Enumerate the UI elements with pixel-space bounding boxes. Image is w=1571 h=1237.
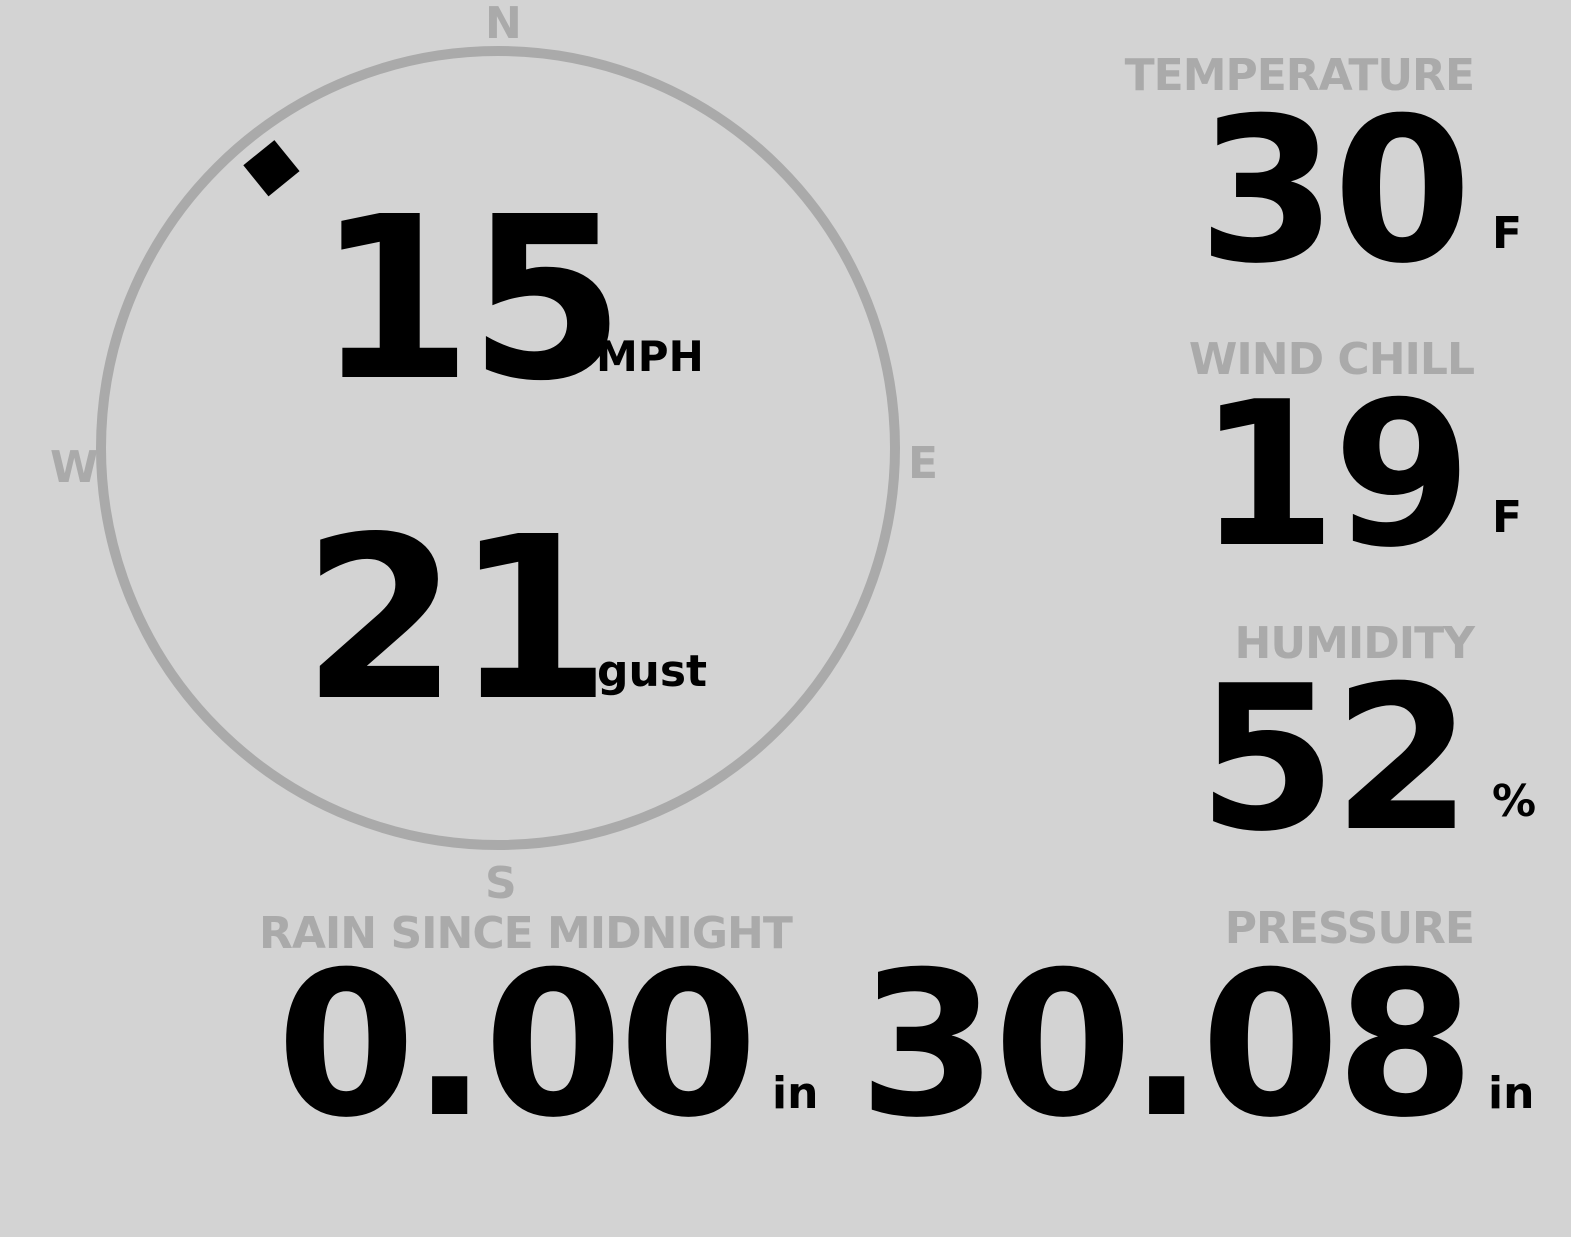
humidity-label: HUMIDITY (1234, 618, 1475, 669)
pressure-label: PRESSURE (1224, 903, 1475, 954)
temperature-unit: F (1492, 208, 1523, 259)
wind-gust-label: gust (597, 646, 708, 697)
compass-south: S (485, 858, 517, 909)
rain-label: RAIN SINCE MIDNIGHT (259, 908, 793, 959)
wind-chill-value: 19 (1197, 359, 1472, 592)
pressure-value: 30.08 (858, 929, 1475, 1162)
wind-chill-label: WIND CHILL (1188, 334, 1475, 385)
humidity-value: 52 (1197, 643, 1472, 876)
humidity-unit: % (1492, 776, 1537, 827)
wind-chill-unit: F (1492, 492, 1523, 543)
rain-value: 0.00 (276, 929, 758, 1162)
temperature-value: 30 (1197, 75, 1472, 308)
compass-west: W (50, 442, 99, 493)
wind-gust-value: 21 (302, 489, 611, 751)
temperature-label: TEMPERATURE (1124, 50, 1475, 101)
pressure-unit: in (1488, 1068, 1535, 1119)
compass-east: E (908, 438, 939, 489)
wind-speed-value: 15 (316, 169, 625, 431)
wind-direction-marker (243, 140, 300, 197)
compass-ring (96, 46, 900, 850)
rain-unit: in (772, 1068, 819, 1119)
compass-north: N (485, 0, 522, 49)
wind-speed-unit: MPH (596, 332, 704, 381)
